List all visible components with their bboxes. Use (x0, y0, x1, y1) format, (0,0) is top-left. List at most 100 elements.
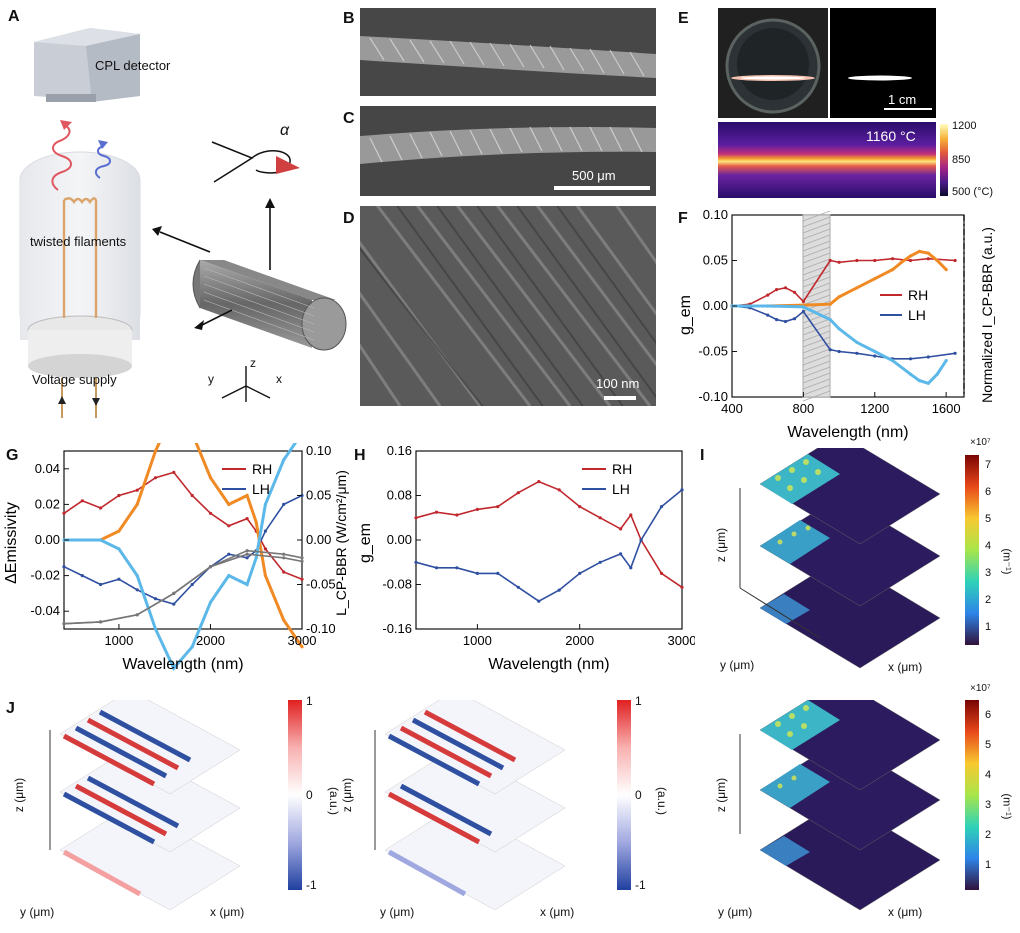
scalebar-c-label: 500 μm (572, 168, 616, 183)
chart-f-point (926, 257, 930, 261)
colorbar-j-left-max: 1 (306, 694, 313, 708)
chart-h-point (680, 488, 684, 492)
chart-f-xtick-label: 400 (721, 401, 743, 416)
chart-h-point (475, 507, 479, 511)
chart-h-point (537, 480, 541, 484)
chart-g-point (99, 538, 103, 542)
chart-g: 1000 2000 3000 0.04 0.02 0.00 -0.02 -0.04 0.10 0.… (3, 443, 349, 673)
chart-h-point (680, 585, 684, 589)
chart-h-legend-rh: RH (612, 461, 632, 477)
scalebar-d-label: 100 nm (596, 376, 640, 391)
chart-f-point (837, 327, 841, 331)
chart-f-point (891, 359, 895, 363)
colorbar-i-top (965, 455, 979, 645)
panel-letter-j: J (6, 700, 15, 717)
chart-g-series-curve-5 (63, 549, 303, 625)
chart-f-point (792, 290, 797, 294)
chart-g-point (62, 565, 66, 569)
colorbar-i-top-exp: ×10⁷ (970, 437, 991, 448)
chart-f-point (891, 268, 895, 272)
chart-f-point (783, 286, 788, 290)
chart-g-point (282, 556, 286, 560)
chart-g-point (227, 552, 231, 556)
chart-h-point (414, 560, 418, 564)
chart-g-point (282, 570, 286, 574)
chart-f-point (783, 319, 788, 324)
panel-j-mid-y-label: y (μm) (380, 905, 415, 919)
alpha-label: α (280, 122, 290, 139)
chart-g-point (227, 502, 231, 506)
panel-letter-a: A (8, 8, 20, 25)
chart-h-point (598, 516, 602, 520)
chart-f-xtick-label: 1200 (860, 401, 889, 416)
chart-f-point (891, 257, 895, 261)
chart-f-point (855, 340, 859, 344)
chart-g-point (245, 517, 249, 521)
chart-h-series-lh (415, 489, 683, 603)
chart-g-point (208, 600, 213, 604)
chart-g-point (245, 556, 249, 560)
chart-g-point (300, 645, 304, 649)
panel-i-bottom-x-label: x (μm) (888, 905, 923, 919)
chart-g-point (300, 577, 304, 581)
chart-g-ytick-right-label: -0.05 (306, 577, 336, 592)
chart-g-point (254, 556, 258, 560)
chart-g-ytick-right-label: 0.05 (306, 488, 331, 503)
chart-h-point (629, 513, 633, 517)
chart-f-point (908, 357, 913, 361)
panel-a-schematic (19, 28, 347, 418)
chart-f-point (899, 260, 904, 264)
chart-f-point (944, 268, 948, 272)
chart-g-ytick-label: -0.04 (30, 603, 60, 618)
alpha-arrowhead (276, 156, 300, 174)
chart-g-point (263, 547, 267, 551)
chart-f-point (801, 309, 805, 314)
nanofiber-bundle-cylinder (192, 259, 347, 351)
chart-g-xlabel: Wavelength (nm) (122, 656, 243, 673)
chart-g-ytick-right-label: 0.10 (306, 443, 331, 458)
chart-g-point (99, 620, 103, 624)
chart-h-point (475, 571, 479, 575)
colorbar-j-left-mid: 0 (306, 788, 313, 802)
chart-f-xlabel: Wavelength (nm) (787, 424, 908, 441)
lh-cpl-spiral (94, 145, 111, 179)
panel-letter-f: F (678, 210, 688, 227)
chart-g-point (117, 529, 121, 533)
chart-f-ylabel-right: Normalized I_CP-BBR (a.u.) (979, 227, 995, 403)
chart-g-ylabel-right: L_CP-BBR (W/cm²/μm) (333, 470, 349, 616)
chart-h-ytick-label: -0.16 (382, 621, 412, 636)
chart-g-ylabel: ΔEmissivity (3, 502, 20, 584)
panel-i-bottom-slices (739, 700, 941, 911)
panel-i-bottom-z-label: z (μm) (714, 777, 729, 813)
chart-g-point (263, 574, 267, 578)
chart-g-series-curve-4 (63, 553, 303, 625)
panel-i-x-label: x (μm) (888, 660, 923, 674)
axis-x-label: x (276, 372, 282, 386)
panel-letter-h: H (354, 447, 366, 464)
chart-g-point (245, 493, 249, 498)
chart-f-point (855, 258, 859, 263)
photo-lamp-on (718, 8, 828, 118)
chart-f-point (873, 354, 877, 358)
panel-i-bottom-y-label: y (μm) (718, 905, 753, 919)
chart-g-series-curve-2 (64, 443, 304, 648)
chart-g-ytick-label: -0.02 (30, 568, 60, 583)
chart-f-point (873, 349, 877, 354)
colorbar-i-bottom (965, 700, 979, 890)
panel-j-left-y-label: y (μm) (20, 905, 55, 919)
chart-g-point (62, 622, 66, 626)
chart-f-ytick-label: 0.10 (703, 207, 728, 222)
chart-g-legend-lh: LH (252, 481, 270, 497)
chart-g-point (208, 476, 213, 480)
chart-h-ytick-label: -0.08 (382, 577, 412, 592)
chart-f-point (917, 249, 921, 253)
chart-h-point (659, 571, 664, 575)
chart-g-legend-rh: RH (252, 461, 272, 477)
chart-g-ytick-label: 0.02 (35, 496, 60, 511)
chart-g-point (62, 511, 66, 515)
panel-j-left-z-label: z (μm) (12, 777, 27, 813)
chart-g-point (99, 582, 103, 587)
chart-h-point (455, 566, 459, 570)
colorbar-j-mid-max: 1 (635, 694, 642, 708)
